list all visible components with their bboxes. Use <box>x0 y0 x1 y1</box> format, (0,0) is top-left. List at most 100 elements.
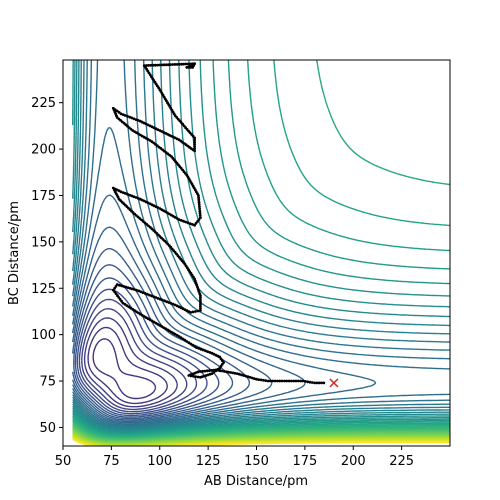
trajectory-point-3 <box>185 66 189 69</box>
trajectory-point-117 <box>115 109 119 113</box>
trajectory-point-302 <box>196 309 200 313</box>
trajectory-point-380 <box>179 336 183 340</box>
trajectory-point-186 <box>199 216 202 220</box>
trajectory-point-437 <box>223 370 226 373</box>
trajectory-point-295 <box>199 296 202 300</box>
trajectory-point-73 <box>193 140 197 144</box>
trajectory-point-181 <box>198 205 201 209</box>
trajectory-point-426 <box>199 370 203 373</box>
trajectory-point-27 <box>151 63 155 67</box>
trajectory-point-12 <box>184 62 188 66</box>
trajectory-point-9 <box>191 62 194 66</box>
trajectory-points <box>111 62 326 385</box>
trajectory-point-287 <box>193 279 197 283</box>
trajectory-point-294 <box>199 294 202 298</box>
x-tick-label: 100 <box>147 454 172 469</box>
trajectory-point-176 <box>197 194 200 197</box>
trajectory-point-21 <box>164 63 168 67</box>
trajectory-point-196 <box>179 219 183 222</box>
trajectory-point-22 <box>162 63 166 67</box>
x-tick-label: 175 <box>292 454 317 469</box>
trajectory-point-16 <box>175 63 179 66</box>
trajectory-point-300 <box>199 307 202 310</box>
trajectory-point-180 <box>197 203 201 206</box>
trajectory-point-291 <box>196 288 200 291</box>
trajectory-point-390 <box>199 347 203 351</box>
contour-level-29 <box>72 60 450 434</box>
trajectory-point-444 <box>237 372 241 376</box>
trajectory-point-314 <box>171 302 175 306</box>
trajectory-point-430 <box>207 369 211 372</box>
trajectory-point-477 <box>313 381 316 385</box>
trajectory-point-351 <box>123 302 127 306</box>
trajectory-point-221 <box>130 194 134 198</box>
x-tick-label: 225 <box>389 454 414 469</box>
trajectory-point-301 <box>199 309 202 312</box>
trajectory-point-296 <box>199 298 202 302</box>
x-tick-label: 50 <box>55 454 72 469</box>
trajectory-point-461 <box>276 379 279 383</box>
x-axis-ticks: 50 75 100 125 150 175 200 225 <box>55 446 414 469</box>
trajectory-point-391 <box>201 348 205 352</box>
trajectory-point-456 <box>264 379 268 383</box>
trajectory-point-304 <box>191 310 195 314</box>
contour-level-15 <box>73 264 234 418</box>
trajectory-point-327 <box>143 292 147 295</box>
trajectory-point-415 <box>199 375 202 379</box>
contour-level-20 <box>72 60 450 425</box>
y-axis-ticks: 50 75 100 125 150 175 200 225 <box>31 96 63 436</box>
trajectory-point-445 <box>240 373 243 377</box>
trajectory-point-315 <box>169 301 173 305</box>
y-axis-label: BC Distance/pm <box>7 201 22 305</box>
contour-level-30 <box>72 60 450 434</box>
trajectory-point-8 <box>193 62 197 66</box>
trajectory-point-28 <box>149 63 153 67</box>
trajectory-point-474 <box>306 380 309 384</box>
trajectory-point-225 <box>121 191 125 195</box>
trajectory-point-185 <box>198 214 202 217</box>
trajectory-point-416 <box>196 375 200 379</box>
x-tick-label: 75 <box>103 454 120 469</box>
trajectory-point-318 <box>163 299 166 303</box>
trajectory-point-317 <box>165 300 169 304</box>
contour-level-14 <box>74 277 220 417</box>
trajectory-point-297 <box>199 300 202 304</box>
trajectory-point-319 <box>160 298 164 302</box>
trajectory-point-190 <box>193 223 197 227</box>
trajectory-point-433 <box>214 368 218 372</box>
trajectory-point-429 <box>205 369 209 373</box>
trajectory-point-20 <box>166 63 170 67</box>
trajectory-point-462 <box>278 379 282 383</box>
trajectory-point-75 <box>193 145 197 149</box>
trajectory-point-313 <box>173 303 177 307</box>
trajectory-point-467 <box>289 379 293 383</box>
trajectory-point-23 <box>160 63 164 67</box>
trajectory-point-458 <box>269 379 272 383</box>
trajectory-point-453 <box>257 378 261 381</box>
trajectory-point-222 <box>128 193 132 197</box>
contour-level-33 <box>72 60 450 437</box>
trajectory-point-478 <box>315 381 319 385</box>
trajectory-point-191 <box>191 223 194 226</box>
trajectory-point-114 <box>121 113 125 116</box>
trajectory-point-298 <box>199 302 202 306</box>
trajectory-point-290 <box>196 285 199 289</box>
x-tick-label: 125 <box>196 454 221 469</box>
trajectory-point-325 <box>148 293 151 297</box>
contour-level-28 <box>72 60 450 433</box>
contour-level-8 <box>92 338 157 400</box>
contour-level-10 <box>83 317 178 408</box>
trajectory-point-392 <box>204 349 207 353</box>
trajectory-point-439 <box>227 370 231 374</box>
trajectory-point-466 <box>287 379 291 383</box>
contour-level-32 <box>72 60 450 436</box>
trajectory-point-112 <box>126 114 129 118</box>
trajectory-point-457 <box>266 379 270 383</box>
trajectory-point-10 <box>188 62 192 66</box>
contour-level-17 <box>72 226 273 421</box>
trajectory-point-14 <box>180 62 183 66</box>
trajectory-point-436 <box>220 369 224 373</box>
trajectory-point-71 <box>193 136 197 140</box>
y-tick-label: 100 <box>31 328 56 343</box>
